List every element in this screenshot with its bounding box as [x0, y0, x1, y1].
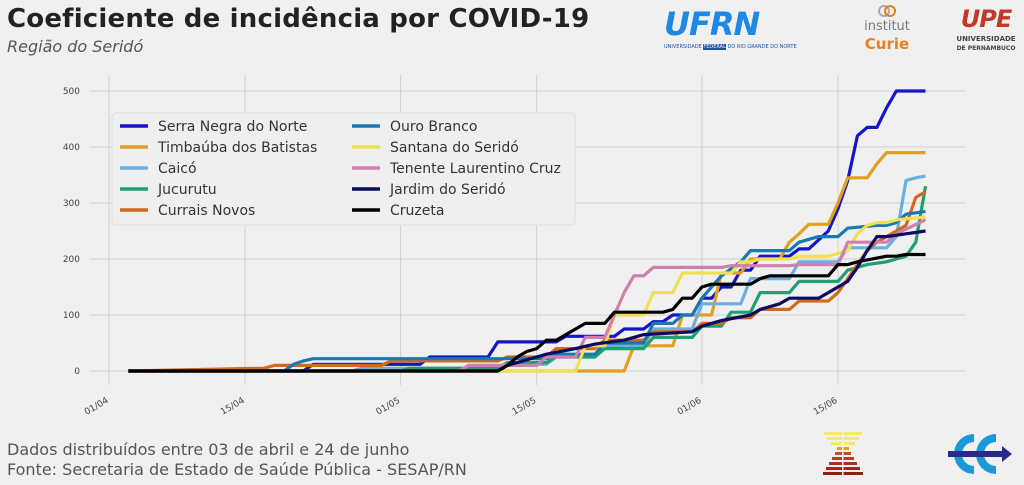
y-tick-labels: 0 100 200 300 400 500	[63, 87, 80, 377]
legend-label: Santana do Seridó	[390, 140, 519, 156]
chart-subtitle: Região do Seridó	[7, 37, 144, 56]
legend-label: Caicó	[158, 161, 197, 177]
curie-line1: institut	[864, 19, 910, 34]
ufrn-logo-text: UFRN	[664, 6, 760, 42]
x-tick-label: 01/04	[83, 396, 111, 418]
chart-title: Coeficiente de incidência por COVID-19	[7, 4, 590, 34]
x-tick-label: 15/04	[219, 396, 247, 418]
ufrn-caption-mid: FEDERAL	[703, 44, 726, 50]
footer-source: Fonte: Secretaria de Estado de Saúde Púb…	[7, 460, 467, 479]
legend: Serra Negra do Norte Timbaúba dos Batista…	[111, 112, 576, 226]
series-line-cruzeta	[128, 252, 926, 373]
upe-logo-text: UPE	[960, 5, 1012, 33]
ufrn-logo: UFRN UNIVERSIDADE FEDERAL DO RIO GRANDE …	[664, 6, 798, 52]
x-tick-label: 01/05	[375, 396, 402, 418]
y-tick-label: 0	[74, 367, 80, 377]
series-lines	[128, 89, 928, 373]
legend-label: Jucurutu	[157, 182, 217, 198]
y-tick-label: 400	[63, 143, 80, 153]
hourglass-logo-icon	[823, 432, 863, 475]
legend-label: Ouro Branco	[390, 119, 477, 135]
curie-rings-icon	[878, 5, 896, 17]
curie-line2: Curie	[864, 35, 910, 53]
ufrn-logo-caption: UNIVERSIDADE FEDERAL DO RIO GRANDE DO NO…	[664, 44, 798, 51]
series-line-tenente-laurentino-cruz	[128, 218, 927, 373]
legend-label: Jardim do Seridó	[389, 182, 506, 198]
ufrn-caption-post: DO RIO GRANDE DO NORTE	[725, 44, 797, 50]
legend-box	[111, 112, 576, 226]
institut-curie-logo: institut Curie	[852, 4, 922, 56]
upe-line1: UNIVERSIDADE	[956, 35, 1016, 43]
legend-label: Currais Novos	[158, 203, 255, 219]
upe-logo: UPE UNIVERSIDADE DE PERNAMBUCO	[950, 4, 1022, 58]
x-tick-label: 01/06	[676, 396, 704, 418]
y-tick-label: 300	[63, 199, 80, 209]
y-tick-label: 100	[63, 311, 80, 321]
legend-label: Cruzeta	[390, 203, 444, 219]
legend-label: Timbaúba dos Batistas	[157, 140, 317, 156]
legend-label: Serra Negra do Norte	[158, 119, 307, 135]
series-line-ouro-branco	[128, 209, 926, 373]
x-tick-label: 15/05	[511, 396, 538, 418]
ufrn-caption-pre: UNIVERSIDADE	[664, 44, 704, 50]
upe-line2: DE PERNAMBUCO	[956, 45, 1016, 52]
y-tick-label: 500	[63, 87, 80, 97]
footer-date-range: Dados distribuídos entre 03 de abril e 2…	[7, 440, 410, 459]
footer: Dados distribuídos entre 03 de abril e 2…	[7, 440, 467, 480]
legend-label: Tenente Laurentino Cruz	[389, 161, 561, 177]
series-line-jardim-do-serid-	[128, 229, 926, 373]
cc-arrow-logo-icon	[948, 434, 1012, 474]
x-tick-labels: 01/04 15/04 01/05 15/05 01/06 15/06	[83, 396, 840, 418]
x-tick-label: 15/06	[812, 396, 840, 418]
y-tick-label: 200	[63, 255, 80, 265]
